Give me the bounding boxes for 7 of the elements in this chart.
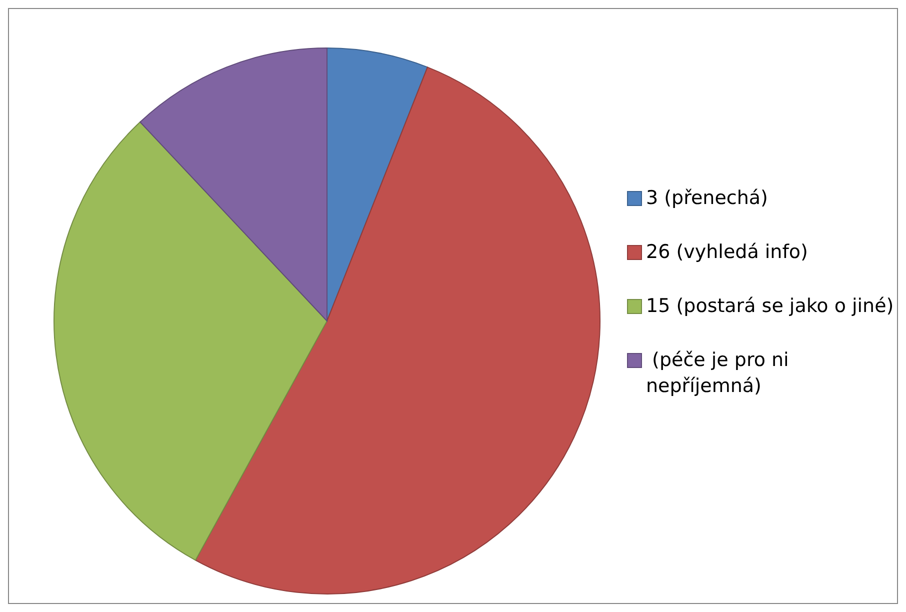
legend-label: 15 (postará se jako o jiné) xyxy=(646,294,894,319)
legend-label: 3 (přenechá) xyxy=(646,186,768,211)
pie-slice xyxy=(194,66,600,594)
pie-slice xyxy=(54,121,328,561)
pie-slice xyxy=(140,48,328,322)
legend-label: (péče je pro ni nepříjemná) xyxy=(646,348,790,399)
legend-label: 26 (vyhledá info) xyxy=(646,240,808,265)
